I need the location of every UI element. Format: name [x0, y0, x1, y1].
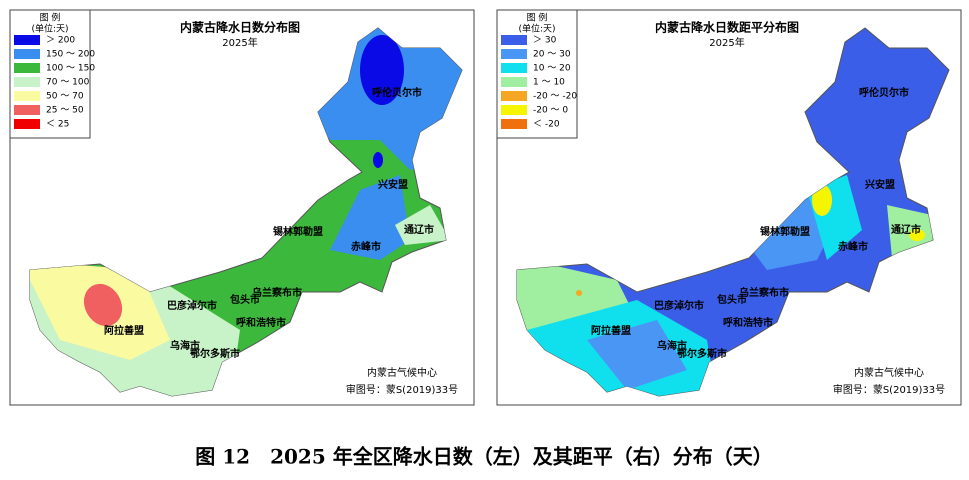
region-label: 锡林郭勒盟: [760, 225, 810, 238]
region-label: 兴安盟: [378, 178, 408, 191]
review-number: 审图号：蒙S(2019)33号: [346, 383, 458, 396]
region-label: 乌海市: [657, 339, 687, 352]
legend-label: ＞ 30: [533, 36, 557, 46]
region-label: 锡林郭勒盟: [273, 225, 323, 238]
region-label: 呼和浩特市: [236, 316, 286, 329]
legend-label: 70 ～ 100: [46, 78, 90, 88]
region-label: 乌海市: [170, 339, 200, 352]
legend-swatch: [501, 119, 527, 129]
region-label: 通辽市: [404, 223, 434, 236]
legend-swatch: [501, 35, 527, 45]
legend-title: 图 例: [527, 12, 548, 24]
region-label: 兴安盟: [865, 178, 895, 191]
review-number: 审图号：蒙S(2019)33号: [833, 383, 945, 396]
region-label: 阿拉善盟: [104, 324, 144, 337]
legend-label: 50 ～ 70: [46, 92, 84, 102]
legend-label: ＜ -20: [533, 120, 560, 130]
map-year: 2025年: [222, 36, 257, 49]
region-label: 乌兰察布市: [252, 286, 302, 299]
legend-title: 图 例: [40, 12, 61, 24]
credit: 内蒙古气候中心: [854, 366, 924, 379]
legend-box: [9, 9, 91, 139]
legend-swatch: [14, 49, 40, 59]
region-label: 鄂尔多斯市: [190, 347, 240, 360]
legend-swatch: [14, 63, 40, 73]
region-label: 包头市: [717, 293, 747, 306]
credit: 内蒙古气候中心: [367, 366, 437, 379]
legend-label: 100 ～ 150: [46, 64, 95, 74]
legend-label: 25 ～ 50: [46, 106, 84, 116]
region-label: 赤峰市: [838, 240, 868, 253]
legend-swatch: [14, 35, 40, 45]
legend-label: 10 ～ 20: [533, 64, 571, 74]
map-title: 内蒙古降水日数距平分布图: [655, 20, 799, 35]
region-label: 乌兰察布市: [739, 286, 789, 299]
legend-swatch: [501, 105, 527, 115]
legend-unit: (单位:天): [31, 23, 68, 35]
region-label: 通辽市: [891, 223, 921, 236]
region-label: 赤峰市: [351, 240, 381, 253]
legend-swatch: [501, 63, 527, 73]
legend-label: -20 ～ -20: [533, 92, 577, 102]
legend-label: 20 ～ 30: [533, 50, 571, 60]
region-label: 鄂尔多斯市: [677, 347, 727, 360]
legend-label: ＞ 200: [46, 36, 75, 46]
legend-label: ＜ 25: [46, 120, 69, 130]
map-year: 2025年: [709, 36, 744, 49]
region-label: 巴彦淖尔市: [167, 299, 217, 312]
region-label: 巴彦淖尔市: [654, 299, 704, 312]
caption: 图 12 2025 年全区降水日数（左）及其距平（右）分布（天）: [195, 445, 772, 469]
legend-swatch: [501, 91, 527, 101]
legend-swatch: [14, 91, 40, 101]
legend-box: [496, 9, 578, 139]
legend-swatch: [14, 119, 40, 129]
region-label: 呼伦贝尔市: [372, 86, 422, 99]
legend-swatch: [501, 77, 527, 87]
legend-unit: (单位:天): [518, 23, 555, 35]
legend-swatch: [14, 77, 40, 87]
region-label: 呼和浩特市: [723, 316, 773, 329]
legend-label: 1 ～ 10: [533, 78, 565, 88]
region-label: 呼伦贝尔市: [859, 86, 909, 99]
region-label: 阿拉善盟: [591, 324, 631, 337]
legend-swatch: [501, 49, 527, 59]
legend-label: -20 ～ 0: [533, 106, 568, 116]
map-title: 内蒙古降水日数分布图: [180, 20, 300, 35]
legend-label: 150 ～ 200: [46, 50, 95, 60]
legend-swatch: [14, 105, 40, 115]
region-label: 包头市: [230, 293, 260, 306]
